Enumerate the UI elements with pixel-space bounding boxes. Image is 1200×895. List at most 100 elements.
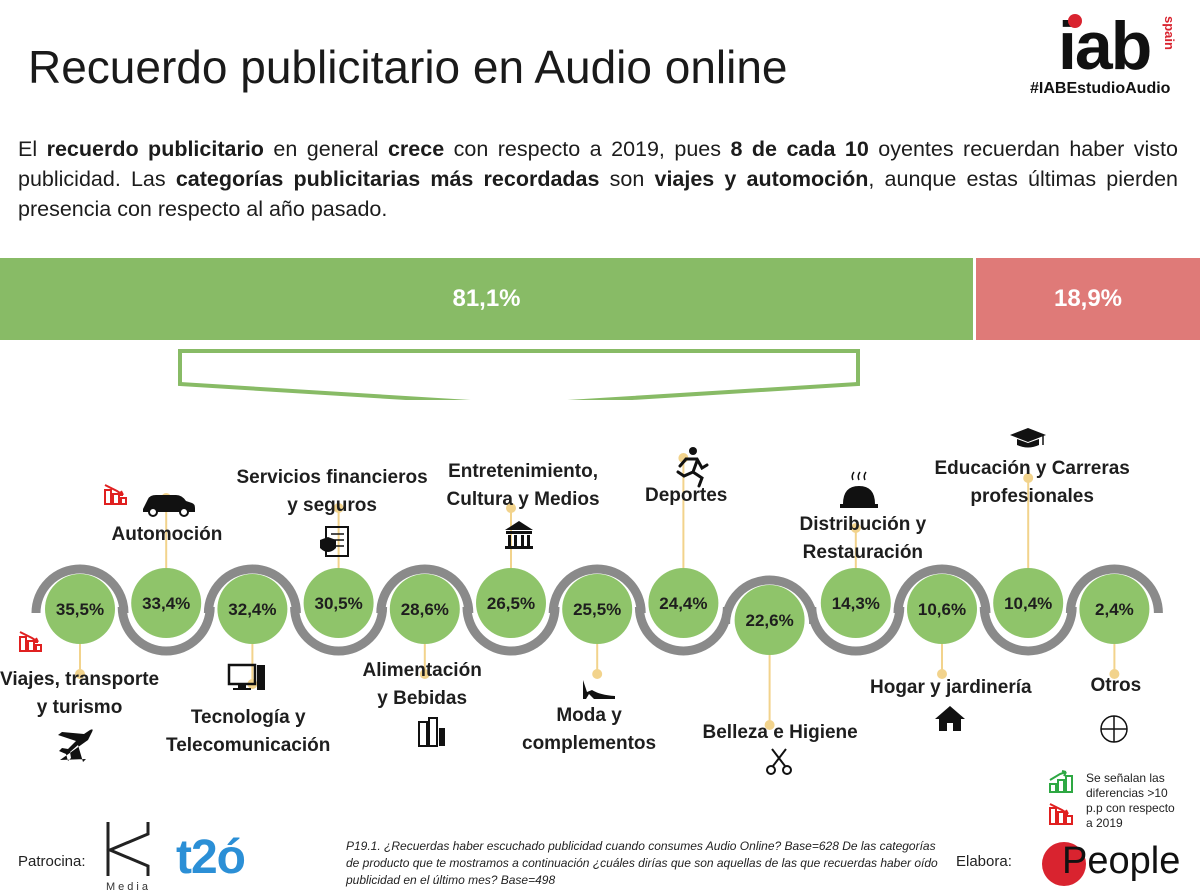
stem-dot: [75, 669, 85, 679]
legend-line: a 2019: [1086, 816, 1123, 830]
intro-text: son: [599, 167, 655, 191]
category-label-line: Educación y Carreras: [934, 458, 1130, 479]
value-bubble: [734, 585, 805, 655]
category-label-line: y Bebidas: [377, 688, 468, 709]
value-label: 2,4%: [1095, 600, 1134, 619]
category-label-line: Automoción: [111, 524, 223, 545]
category-label: Moda y complementos: [522, 702, 656, 758]
hashtag: #IABEstudioAudio: [1030, 80, 1171, 97]
category-label-line: Tecnología y: [190, 707, 306, 728]
category-label-line: Distribución y: [799, 514, 927, 535]
value-bubble: [45, 574, 115, 644]
apeople-circle: [1042, 842, 1086, 886]
category-label-line: Alimentación: [362, 660, 482, 681]
category-label: Entretenimiento, Cultura y Medios: [447, 458, 600, 514]
media-k-logo: [106, 822, 150, 876]
intro-bold: 8 de cada 10: [730, 137, 869, 161]
timeline-track: [31, 564, 1163, 656]
category-label: Viajes, transporte y turismo: [0, 666, 159, 722]
value-label: 10,4%: [1004, 594, 1052, 613]
intro-text: , aunque estas últimas pierden presencia…: [18, 167, 1178, 221]
value-bubble: [217, 574, 288, 644]
trend-legend-icons: [1049, 770, 1073, 825]
value-bubble: [303, 568, 374, 638]
recall-yes-bar: 81,1%: [0, 258, 973, 340]
trend-down-icon: [1049, 803, 1073, 825]
iab-spain-logo: iab spain: [1058, 12, 1188, 102]
legend-line: p.p con respecto: [1086, 801, 1175, 815]
stem-dot: [506, 503, 516, 513]
value-label: 14,3%: [832, 594, 880, 613]
stem-dot: [1109, 669, 1120, 679]
stem-dot: [1023, 473, 1034, 483]
category-label-line: Telecomunicación: [166, 735, 331, 756]
footnote: P19.1. ¿Recuerdas haber escuchado public…: [346, 839, 938, 887]
recall-no-bar: 18,9%: [976, 258, 1200, 340]
value-label: 24,4%: [659, 594, 707, 613]
intro-paragraph: El recuerdo publicitario en general crec…: [18, 134, 1178, 224]
intro-text: con respecto a 2019, pues: [444, 137, 731, 161]
category-label: Automoción: [112, 521, 223, 549]
intro-text: El: [18, 137, 47, 161]
intro-text: oyentes recuerdan haber visto publicidad…: [18, 137, 1178, 191]
value-bubble: [1079, 574, 1150, 644]
value-label: 22,6%: [745, 611, 793, 630]
intro-text: en general: [263, 137, 388, 161]
category-label-line: Cultura y Medios: [446, 489, 600, 510]
category-label: Deportes: [645, 482, 727, 510]
intro-bold: viajes y automoción: [654, 167, 869, 191]
category-timeline: 35,5% 33,4% 32,4% 30,5% 28,6% 26,5% 25,5% 24,4%…: [31, 453, 1163, 730]
category-label: Hogar y jardinería: [870, 674, 1032, 702]
category-label: Educación y Carreras profesionales: [935, 455, 1130, 511]
category-label: Alimentación y Bebidas: [363, 657, 482, 713]
legend-line: diferencias >10: [1086, 786, 1168, 800]
category-label: Servicios financieros y seguros: [237, 464, 428, 520]
elabora-label: Elabora:: [956, 853, 1012, 870]
stem-dot: [333, 503, 344, 513]
stem-dot: [419, 669, 430, 679]
value-label: 28,6%: [401, 600, 449, 619]
stem-dot: [592, 669, 603, 679]
chevron-arrow: [178, 349, 860, 400]
value-label: 32,4%: [228, 600, 276, 619]
category-label-line: Entretenimiento,: [448, 461, 598, 482]
value-bubble: [131, 568, 202, 638]
intro-bold: crece: [387, 137, 445, 161]
value-bubble: [993, 568, 1064, 638]
category-label-line: Servicios financieros: [236, 467, 428, 488]
sponsor-label: Patrocina:: [18, 853, 86, 870]
category-label-line: y turismo: [36, 697, 123, 718]
category-label-line: Otros: [1090, 675, 1142, 696]
value-label: 35,5%: [56, 600, 104, 619]
stem-dot: [247, 679, 258, 689]
value-bubble: [820, 568, 891, 638]
logo-dot: [1068, 14, 1082, 28]
value-label: 10,6%: [918, 600, 966, 619]
value-label: 33,4%: [142, 594, 190, 613]
category-label: Belleza e Higiene: [703, 719, 858, 747]
trend-up-icon: [1049, 770, 1073, 793]
stem-dot: [678, 453, 689, 463]
logo-sub: spain: [1162, 16, 1177, 50]
category-label-line: profesionales: [970, 486, 1094, 507]
intro-bold: categorías publicitarias más recordadas: [175, 167, 600, 191]
stem-dot: [937, 669, 947, 679]
apeople-text: People: [1062, 840, 1181, 882]
category-label-line: Deportes: [645, 485, 728, 506]
category-label-line: Hogar y jardinería: [870, 677, 1032, 698]
stem-dot: [850, 523, 861, 533]
category-label-line: Viajes, transporte: [0, 669, 160, 690]
trend-legend-text: Se señalan las diferencias >10 p.p con r…: [1086, 771, 1175, 831]
page-title: Recuerdo publicitario en Audio online: [28, 41, 788, 93]
intro-bold: recuerdo publicitario: [46, 137, 264, 161]
category-label: Distribución y Restauración: [800, 511, 927, 567]
value-bubble: [562, 574, 633, 644]
value-label: 30,5%: [314, 594, 362, 613]
value-bubble: [476, 568, 546, 638]
stem-dot: [764, 720, 775, 730]
value-bubble: [907, 574, 977, 644]
t20-logo: t2ó: [176, 831, 246, 884]
category-label-line: Belleza e Higiene: [702, 722, 858, 743]
value-label: 26,5%: [487, 594, 535, 613]
category-label-line: Moda y: [556, 705, 622, 726]
